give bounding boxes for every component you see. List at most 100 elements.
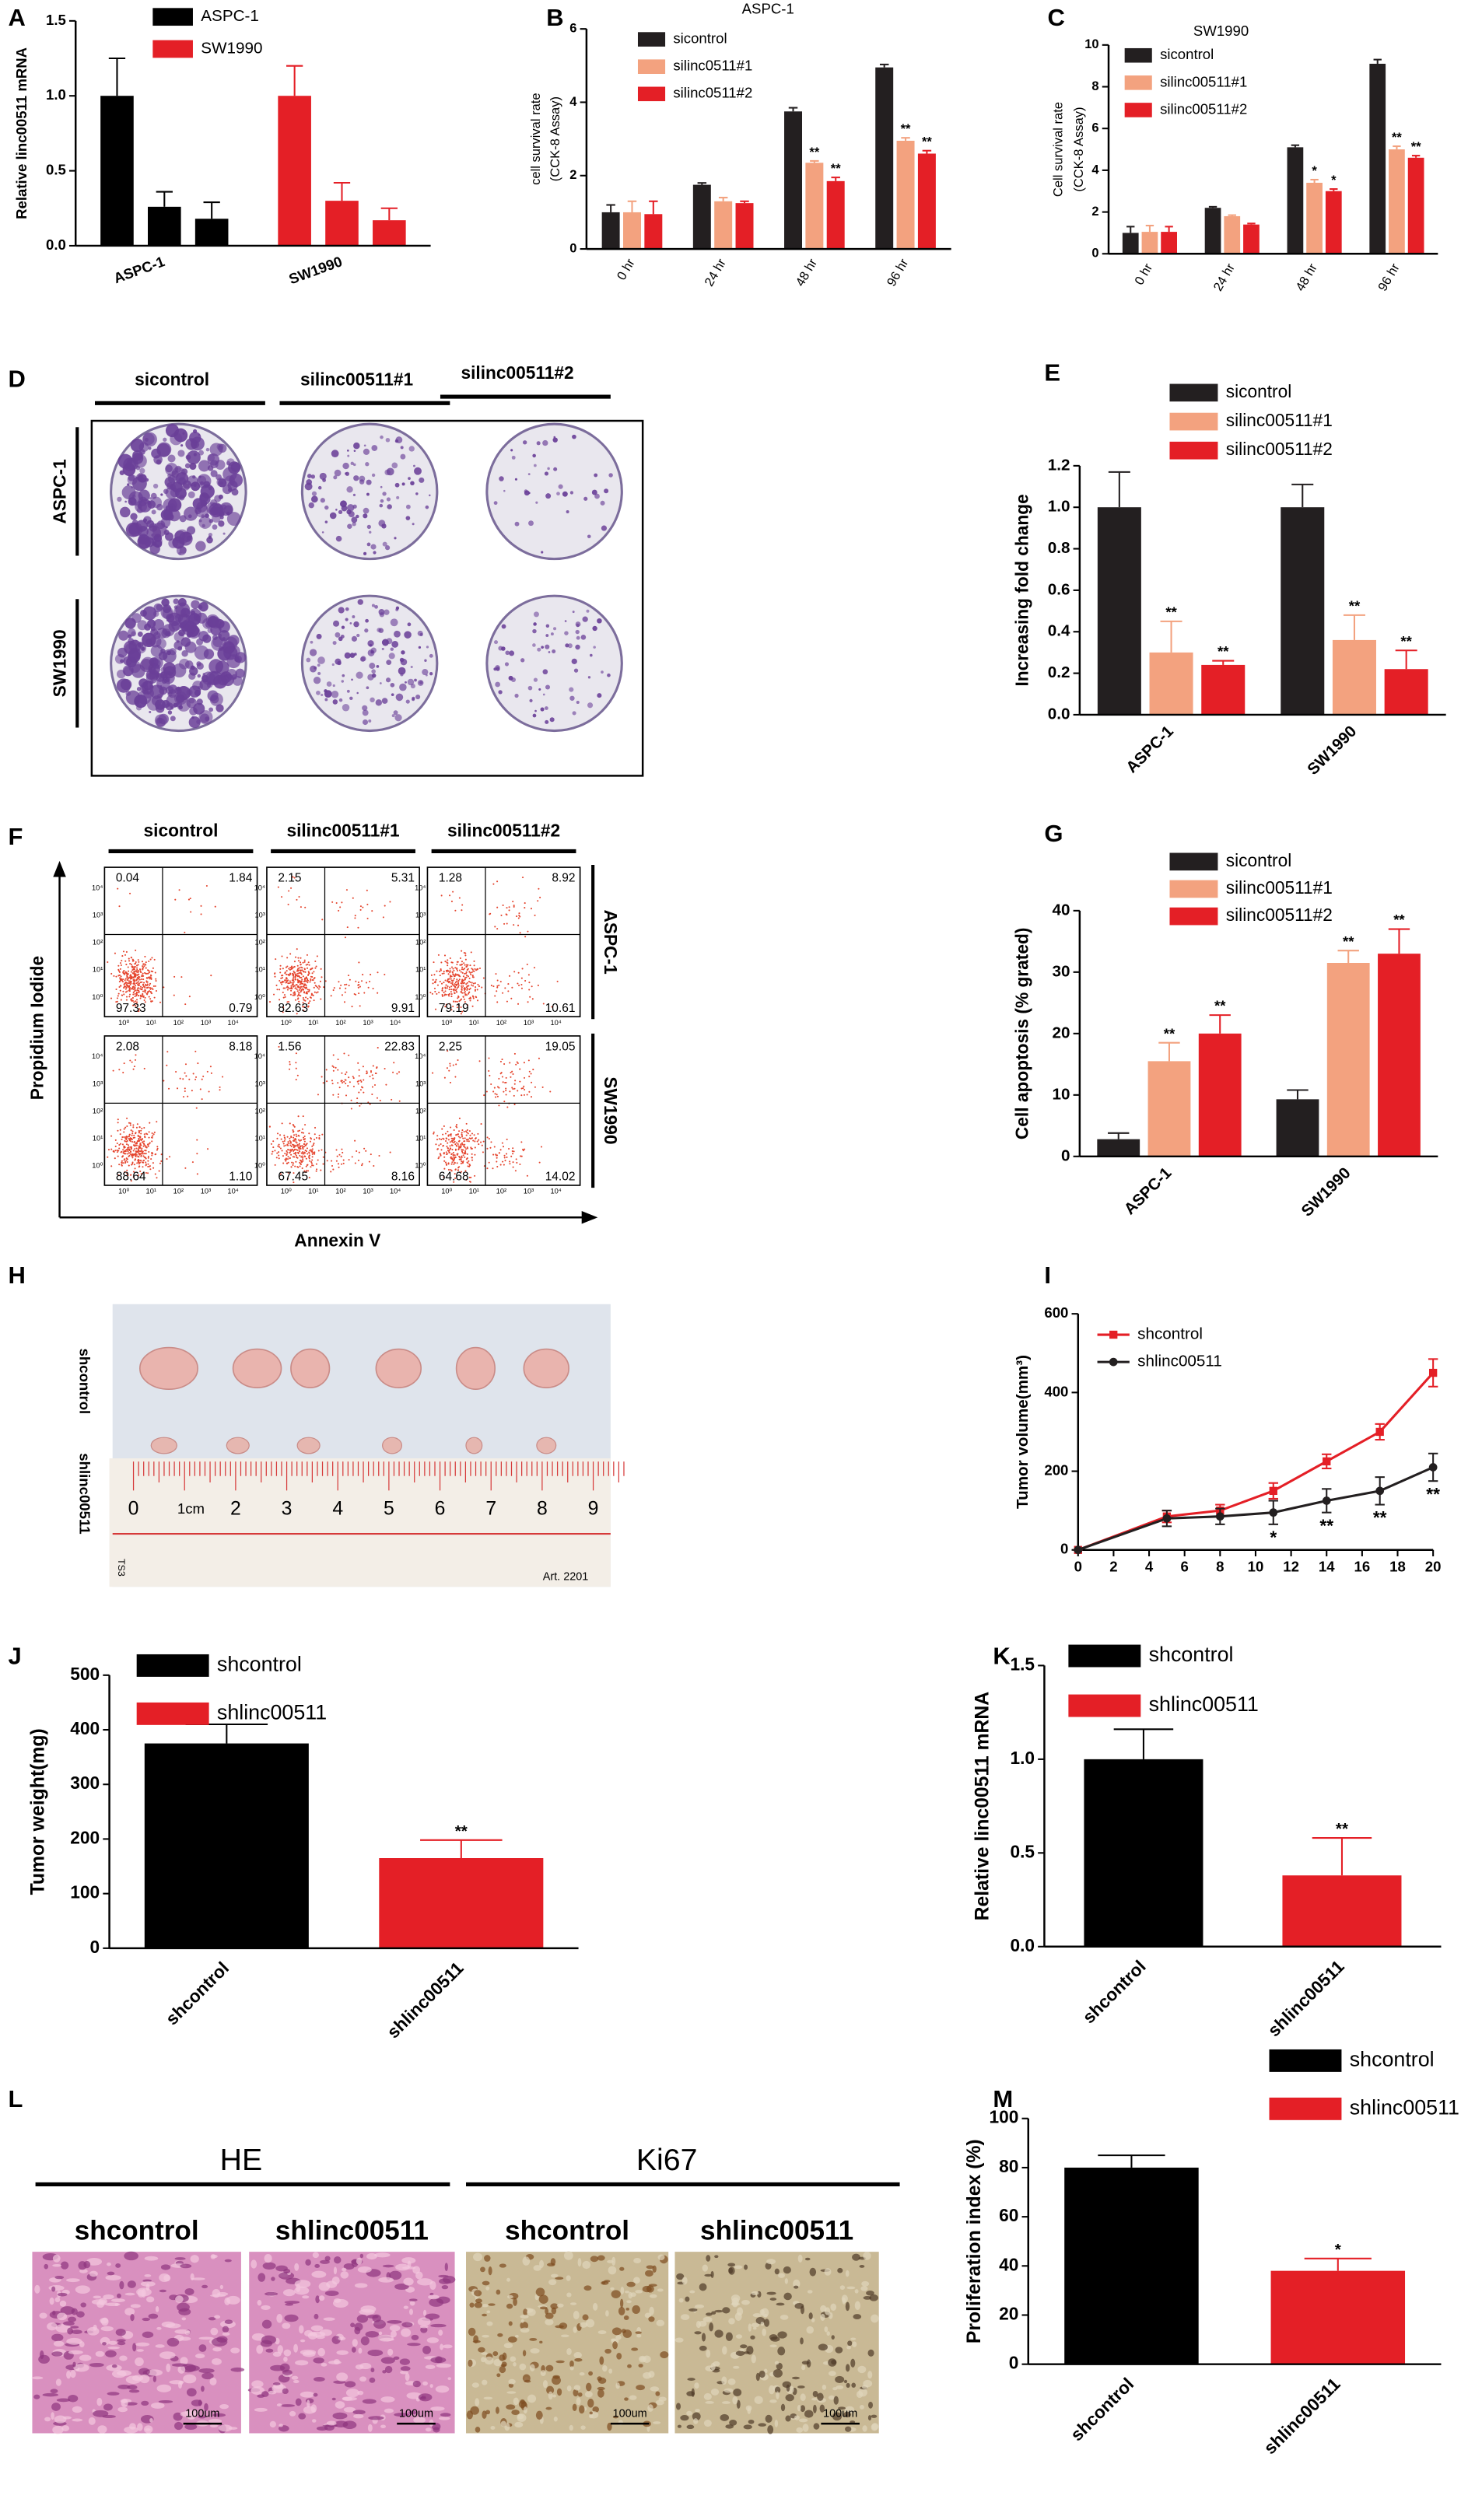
tissue bbox=[550, 2303, 559, 2310]
tissue bbox=[612, 2341, 618, 2350]
colony bbox=[124, 618, 136, 629]
event bbox=[282, 996, 285, 999]
tissue bbox=[744, 2264, 748, 2270]
tissue bbox=[710, 2362, 716, 2371]
tissue bbox=[158, 2399, 173, 2403]
event bbox=[128, 957, 130, 960]
colony bbox=[520, 658, 525, 663]
event bbox=[454, 1143, 457, 1146]
tissue bbox=[773, 2368, 783, 2378]
tissue bbox=[729, 2419, 738, 2426]
tissue bbox=[845, 2270, 850, 2277]
colony bbox=[231, 674, 237, 680]
tissue bbox=[751, 2322, 760, 2328]
event bbox=[137, 980, 139, 982]
tissue bbox=[845, 2426, 852, 2432]
colony bbox=[329, 512, 337, 520]
tissue bbox=[764, 2319, 770, 2327]
tissue bbox=[843, 2379, 848, 2384]
tissue bbox=[592, 2302, 598, 2311]
tissue bbox=[703, 2420, 712, 2427]
event bbox=[156, 1146, 159, 1148]
event bbox=[393, 1062, 395, 1064]
colony bbox=[156, 604, 163, 611]
event bbox=[305, 987, 307, 989]
event bbox=[311, 1159, 314, 1161]
event bbox=[135, 985, 137, 987]
event bbox=[449, 1081, 452, 1083]
event bbox=[480, 1123, 482, 1125]
event bbox=[452, 1006, 454, 1008]
event bbox=[143, 1127, 145, 1129]
colony bbox=[186, 689, 193, 696]
event bbox=[512, 901, 514, 903]
axis-tick: 10³ bbox=[363, 1188, 373, 1195]
event bbox=[313, 986, 315, 989]
event bbox=[450, 1163, 453, 1165]
event bbox=[372, 1077, 374, 1080]
event bbox=[184, 931, 186, 933]
event bbox=[379, 1100, 381, 1102]
tissue bbox=[378, 2331, 383, 2336]
tissue bbox=[527, 2308, 536, 2316]
tissue bbox=[705, 2401, 714, 2404]
colony bbox=[331, 663, 335, 667]
colony bbox=[352, 493, 356, 496]
tissue bbox=[258, 2273, 266, 2282]
event bbox=[303, 971, 305, 973]
tumor bbox=[375, 1348, 422, 1388]
tissue bbox=[469, 2302, 475, 2308]
event bbox=[278, 1154, 280, 1157]
tissue bbox=[548, 2391, 553, 2400]
tissue bbox=[550, 2258, 556, 2266]
tissue bbox=[732, 2396, 738, 2405]
tissue bbox=[774, 2268, 780, 2275]
event bbox=[450, 996, 453, 998]
colony bbox=[332, 641, 337, 646]
event bbox=[510, 1071, 512, 1074]
event bbox=[477, 983, 479, 985]
event bbox=[298, 1000, 300, 1003]
colony bbox=[419, 477, 425, 483]
event bbox=[464, 1156, 466, 1158]
colony bbox=[415, 694, 421, 700]
tissue bbox=[251, 2259, 258, 2269]
tissue bbox=[619, 2266, 625, 2271]
axis-tick: 10⁴ bbox=[550, 1019, 561, 1027]
event bbox=[456, 978, 458, 981]
event bbox=[502, 1146, 505, 1148]
colony bbox=[150, 492, 157, 499]
tissue bbox=[692, 2412, 701, 2421]
event bbox=[310, 996, 312, 999]
event bbox=[184, 1063, 187, 1066]
legend-marker bbox=[1109, 1357, 1118, 1367]
event bbox=[123, 1146, 125, 1149]
tissue bbox=[399, 2358, 410, 2365]
event bbox=[498, 984, 500, 986]
tissue bbox=[551, 2307, 557, 2315]
tissue bbox=[492, 2351, 499, 2357]
event bbox=[467, 975, 469, 978]
tissue bbox=[740, 2344, 748, 2349]
tissue bbox=[566, 2292, 572, 2298]
event bbox=[127, 1153, 129, 1155]
event bbox=[121, 1160, 123, 1162]
event bbox=[132, 1176, 135, 1178]
event bbox=[278, 1143, 280, 1146]
event bbox=[508, 1147, 510, 1150]
tissue bbox=[184, 2424, 198, 2431]
event bbox=[144, 989, 146, 992]
tissue bbox=[513, 2362, 517, 2367]
event bbox=[133, 968, 135, 971]
event bbox=[148, 1143, 150, 1145]
tissue bbox=[212, 2413, 226, 2417]
event bbox=[128, 985, 130, 989]
tissue bbox=[731, 2297, 740, 2305]
tissue bbox=[54, 2297, 61, 2303]
y-tick-label: 40 bbox=[999, 2254, 1018, 2274]
significance: ** bbox=[1164, 1025, 1175, 1041]
event bbox=[506, 907, 508, 909]
event bbox=[280, 977, 282, 979]
event bbox=[142, 1166, 144, 1168]
event bbox=[478, 1139, 480, 1141]
